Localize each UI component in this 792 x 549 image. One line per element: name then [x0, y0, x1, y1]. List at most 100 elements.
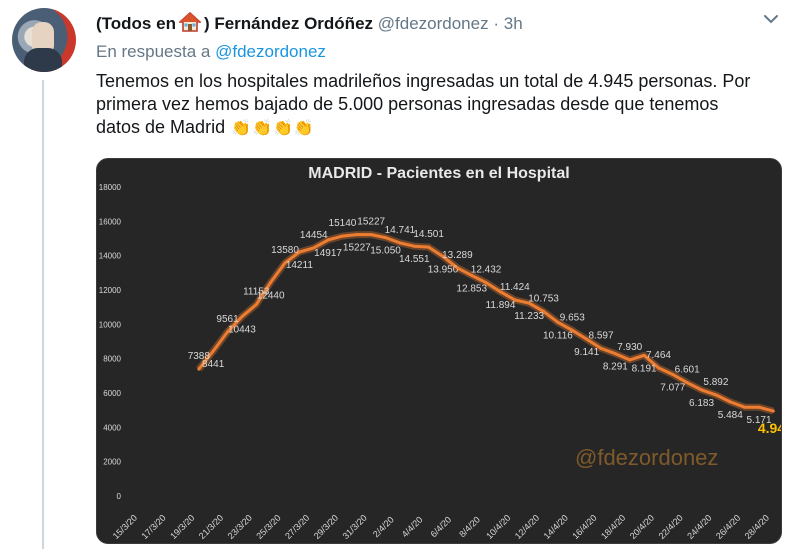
- data-label: 7.930: [617, 342, 642, 353]
- data-point: [585, 337, 589, 341]
- user-handle[interactable]: @fdezordonez: [377, 14, 489, 33]
- data-point: [254, 303, 258, 307]
- clapping-hands-icon: 👏: [272, 120, 293, 137]
- x-tick-label: 21/3/20: [197, 513, 225, 541]
- reply-handle-link[interactable]: @fdezordonez: [215, 42, 326, 61]
- x-tick-label: 18/4/20: [599, 513, 627, 541]
- data-point: [340, 234, 344, 238]
- data-label: 15227: [357, 217, 385, 228]
- data-point: [628, 358, 632, 362]
- data-point: [427, 245, 431, 249]
- data-label-last: 4.945: [758, 420, 781, 436]
- data-label: 13.950: [428, 265, 459, 276]
- data-label: 14.551: [399, 254, 430, 265]
- x-tick-label: 8/4/20: [457, 514, 482, 539]
- data-point: [412, 244, 416, 248]
- data-label: 9.653: [560, 312, 585, 323]
- data-point: [312, 246, 316, 250]
- clap-emojis: 👏👏👏👏: [230, 117, 314, 137]
- x-tick-label: 22/4/20: [657, 513, 685, 541]
- data-label: 8441: [202, 359, 225, 370]
- data-label: 7388: [188, 351, 211, 362]
- tweet-body: Tenemos en los hospitales madrileños ing…: [96, 71, 751, 137]
- x-tick-label: 23/3/20: [226, 513, 254, 541]
- reply-prefix: En respuesta a: [96, 42, 211, 61]
- chart-image[interactable]: MADRID - Pacientes en el Hospital @fdezo…: [96, 158, 782, 544]
- x-tick-label: 28/4/20: [743, 513, 771, 541]
- display-name-prefix: (Todos en: [96, 14, 176, 33]
- data-point: [613, 352, 617, 356]
- data-label: 9561: [216, 314, 239, 325]
- timestamp[interactable]: 3h: [503, 14, 523, 33]
- data-label: 10.116: [543, 330, 573, 341]
- data-point: [714, 393, 718, 397]
- y-tick-label: 8000: [103, 355, 121, 364]
- data-point: [283, 261, 287, 265]
- data-point: [542, 309, 546, 313]
- reply-context: En respuesta a @fdezordonez: [96, 42, 326, 62]
- data-point: [556, 320, 560, 324]
- data-point: [599, 346, 603, 350]
- data-point: [685, 381, 689, 385]
- data-label: 8.597: [588, 330, 613, 341]
- chart-watermark: @fdezordonez: [575, 445, 719, 470]
- x-tick-label: 6/4/20: [428, 514, 453, 539]
- data-label: 9.141: [574, 347, 599, 358]
- clapping-hands-icon: 👏: [231, 120, 252, 137]
- x-tick-label: 15/3/20: [111, 513, 139, 541]
- chevron-down-icon[interactable]: [762, 10, 780, 28]
- separator-dot: ·: [493, 14, 499, 33]
- avatar-face: [32, 22, 54, 52]
- chart-svg: 0 2000 4000 6000 8000 10000 12000 14000 16000 180…: [99, 183, 781, 541]
- data-point: [570, 328, 574, 332]
- chart-title: MADRID - Pacientes en el Hospital: [308, 165, 570, 182]
- data-label: 15227: [343, 243, 371, 254]
- data-label: 14211: [286, 260, 314, 271]
- data-label: 14.741: [385, 225, 416, 236]
- data-label: 10.753: [528, 293, 559, 304]
- data-label: 7.464: [646, 350, 671, 361]
- x-tick-label: 12/4/20: [513, 513, 541, 541]
- y-tick-label: 2000: [103, 458, 121, 467]
- data-label: 11.233: [514, 311, 544, 322]
- tweet-header: (Todos en) Fernández Ordóñez @fdezordone…: [96, 12, 523, 34]
- clapping-hands-icon: 👏: [252, 120, 272, 137]
- data-label: 10443: [228, 325, 256, 336]
- y-tick-label: 0: [117, 492, 122, 501]
- data-label: 12440: [257, 290, 285, 301]
- data-label: 6.601: [675, 365, 700, 376]
- x-tick-label: 27/3/20: [283, 513, 311, 541]
- data-point: [197, 367, 201, 371]
- data-point: [384, 236, 388, 240]
- x-tick-label: 14/4/20: [542, 513, 570, 541]
- avatar[interactable]: [12, 8, 76, 72]
- data-point: [671, 373, 675, 377]
- data-point: [771, 409, 775, 413]
- data-label: 8.191: [632, 363, 657, 374]
- x-tick-label: 4/4/20: [400, 514, 425, 539]
- data-point: [484, 281, 488, 285]
- data-point: [269, 280, 273, 284]
- x-tick-label: 20/4/20: [628, 513, 656, 541]
- data-point: [211, 349, 215, 353]
- y-tick-label: 12000: [99, 286, 122, 295]
- data-label: 8.291: [603, 362, 628, 373]
- x-tick-label: 19/3/20: [168, 513, 196, 541]
- tweet-text: Tenemos en los hospitales madrileños ing…: [96, 70, 756, 140]
- data-point: [226, 330, 230, 334]
- y-tick-label: 10000: [99, 320, 122, 329]
- data-point: [240, 315, 244, 319]
- data-point: [728, 400, 732, 404]
- thread-line: [42, 80, 44, 549]
- x-tick-label: 26/4/20: [714, 513, 742, 541]
- display-name[interactable]: (Todos en) Fernández Ordóñez: [96, 12, 373, 33]
- data-point: [743, 405, 747, 409]
- data-label: 12.432: [471, 265, 502, 276]
- data-point: [470, 273, 474, 277]
- x-tick-label: 10/4/20: [484, 513, 512, 541]
- y-tick-label: 16000: [99, 217, 122, 226]
- data-point: [527, 301, 531, 305]
- x-tick-label: 16/4/20: [570, 513, 598, 541]
- data-label: 13.289: [442, 250, 473, 261]
- data-point: [326, 238, 330, 242]
